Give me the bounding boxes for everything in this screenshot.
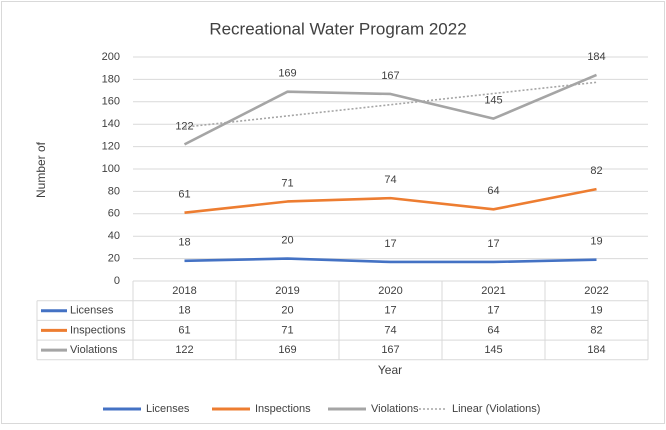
table-cell: 19	[590, 305, 602, 317]
data-label: 71	[281, 177, 293, 189]
legend-label: Licenses	[146, 403, 190, 415]
table-cell: 167	[381, 344, 399, 356]
table-row-label: Inspections	[70, 324, 126, 336]
data-label: 20	[281, 235, 293, 247]
legend-label: Inspections	[255, 403, 311, 415]
data-label: 74	[384, 174, 396, 186]
series-line	[184, 187, 597, 214]
data-label: 122	[175, 120, 193, 132]
y-tick-label: 80	[108, 185, 120, 197]
x-tick-label: 2018	[172, 285, 196, 297]
y-tick-label: 160	[102, 96, 120, 108]
x-tick-label: 2021	[481, 285, 505, 297]
data-label: 19	[590, 236, 602, 248]
series-line	[184, 257, 597, 264]
y-tick-label: 140	[102, 118, 120, 130]
series-line	[183, 73, 598, 146]
x-tick-label: 2022	[584, 285, 608, 297]
table-cell: 64	[487, 324, 499, 336]
table-row-label: Violations	[70, 344, 118, 356]
y-tick-label: 200	[102, 51, 120, 63]
table-cell: 122	[175, 344, 193, 356]
legend-label: Linear (Violations)	[452, 403, 540, 415]
data-label: 17	[384, 238, 396, 250]
y-tick-label: 20	[108, 253, 120, 265]
table-cell: 20	[281, 305, 293, 317]
y-tick-label: 120	[102, 141, 120, 153]
y-tick-label: 0	[114, 275, 120, 287]
y-axis-title: Number of	[34, 141, 48, 198]
trendline	[184, 81, 597, 128]
data-label: 82	[590, 165, 602, 177]
legend-label: Violations	[371, 403, 419, 415]
table-cell: 184	[587, 344, 605, 356]
table-cell: 145	[484, 344, 502, 356]
x-axis-title: Year	[378, 363, 402, 377]
data-label: 145	[484, 95, 502, 107]
data-label: 64	[487, 185, 499, 197]
y-tick-label: 40	[108, 230, 120, 242]
y-tick-label: 60	[108, 208, 120, 220]
table-row-label: Licenses	[70, 305, 114, 317]
data-label: 17	[487, 238, 499, 250]
data-label: 61	[178, 189, 190, 201]
table-cell: 74	[384, 324, 396, 336]
chart-title: Recreational Water Program 2022	[209, 19, 466, 38]
x-tick-label: 2020	[378, 285, 402, 297]
table-cell: 17	[487, 305, 499, 317]
data-label: 18	[178, 237, 190, 249]
data-label: 169	[278, 68, 296, 80]
data-label: 184	[587, 51, 605, 63]
x-tick-label: 2019	[275, 285, 299, 297]
y-tick-label: 100	[102, 163, 120, 175]
table-cell: 169	[278, 344, 296, 356]
table-cell: 17	[384, 305, 396, 317]
table-cell: 71	[281, 324, 293, 336]
data-label: 167	[381, 70, 399, 82]
table-cell: 82	[590, 324, 602, 336]
y-tick-label: 180	[102, 73, 120, 85]
table-cell: 18	[178, 305, 190, 317]
table-cell: 61	[178, 324, 190, 336]
